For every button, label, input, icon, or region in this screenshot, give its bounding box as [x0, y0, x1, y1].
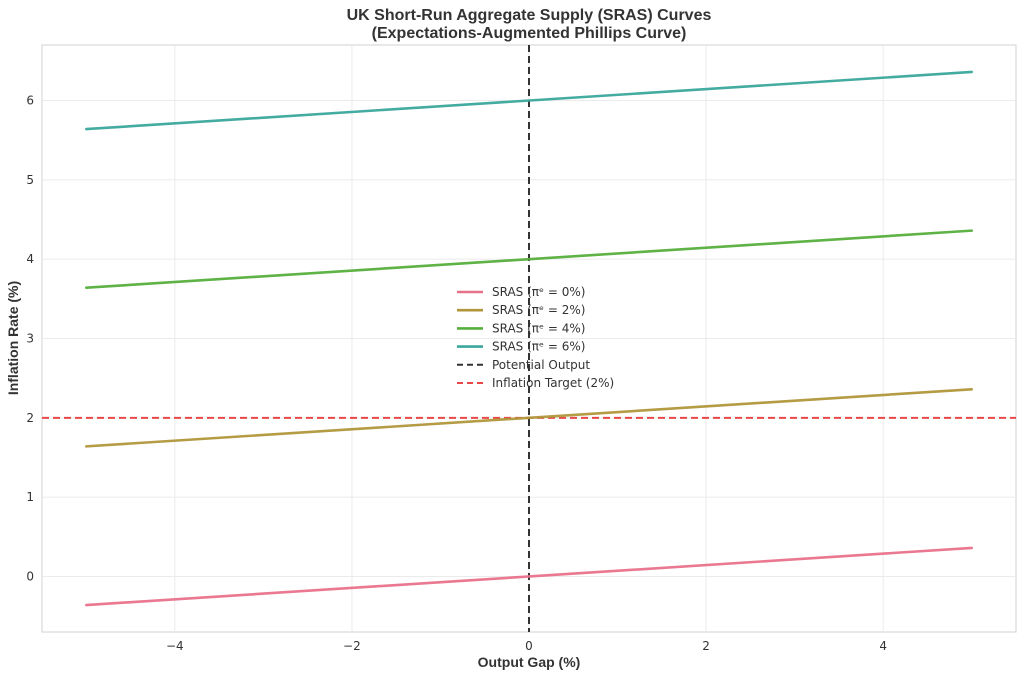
x-tick-label: 0	[525, 639, 533, 653]
series-line	[84, 546, 974, 607]
y-axis-label: Inflation Rate (%)	[5, 281, 21, 395]
y-tick-label: 2	[26, 411, 34, 425]
x-axis-label: Output Gap (%)	[478, 654, 581, 670]
x-tick-label: 4	[879, 639, 887, 653]
series-line	[84, 387, 974, 448]
x-tick-label: −4	[166, 639, 184, 653]
y-tick-label: 0	[26, 569, 34, 583]
y-tick-label: 4	[26, 252, 34, 266]
x-tick-label: 2	[702, 639, 710, 653]
tick-labels: −4 −2 0 2 4 0 1 2 3 4 5 6	[26, 94, 887, 653]
y-tick-label: 5	[26, 173, 34, 187]
legend-label: SRAS (πᵉ = 0%)	[492, 285, 585, 299]
legend: SRAS (πᵉ = 0%) SRAS (πᵉ = 2%) SRAS (πᵉ = 4…	[457, 285, 614, 390]
series-line	[84, 229, 974, 290]
legend-label: SRAS (πᵉ = 2%)	[492, 303, 585, 317]
y-tick-label: 3	[26, 332, 34, 346]
series-line	[84, 70, 974, 131]
y-tick-label: 1	[26, 490, 34, 504]
chart-title-line2: (Expectations-Augmented Phillips Curve)	[372, 25, 687, 42]
legend-label: Inflation Target (2%)	[492, 376, 614, 390]
legend-label: SRAS (πᵉ = 6%)	[492, 340, 585, 354]
legend-label: Potential Output	[492, 358, 590, 372]
series-lines	[84, 70, 974, 607]
y-tick-label: 6	[26, 94, 34, 108]
legend-label: SRAS (πᵉ = 4%)	[492, 321, 585, 335]
x-tick-label: −2	[343, 639, 361, 653]
chart-title-line1: UK Short-Run Aggregate Supply (SRAS) Cur…	[347, 7, 712, 24]
